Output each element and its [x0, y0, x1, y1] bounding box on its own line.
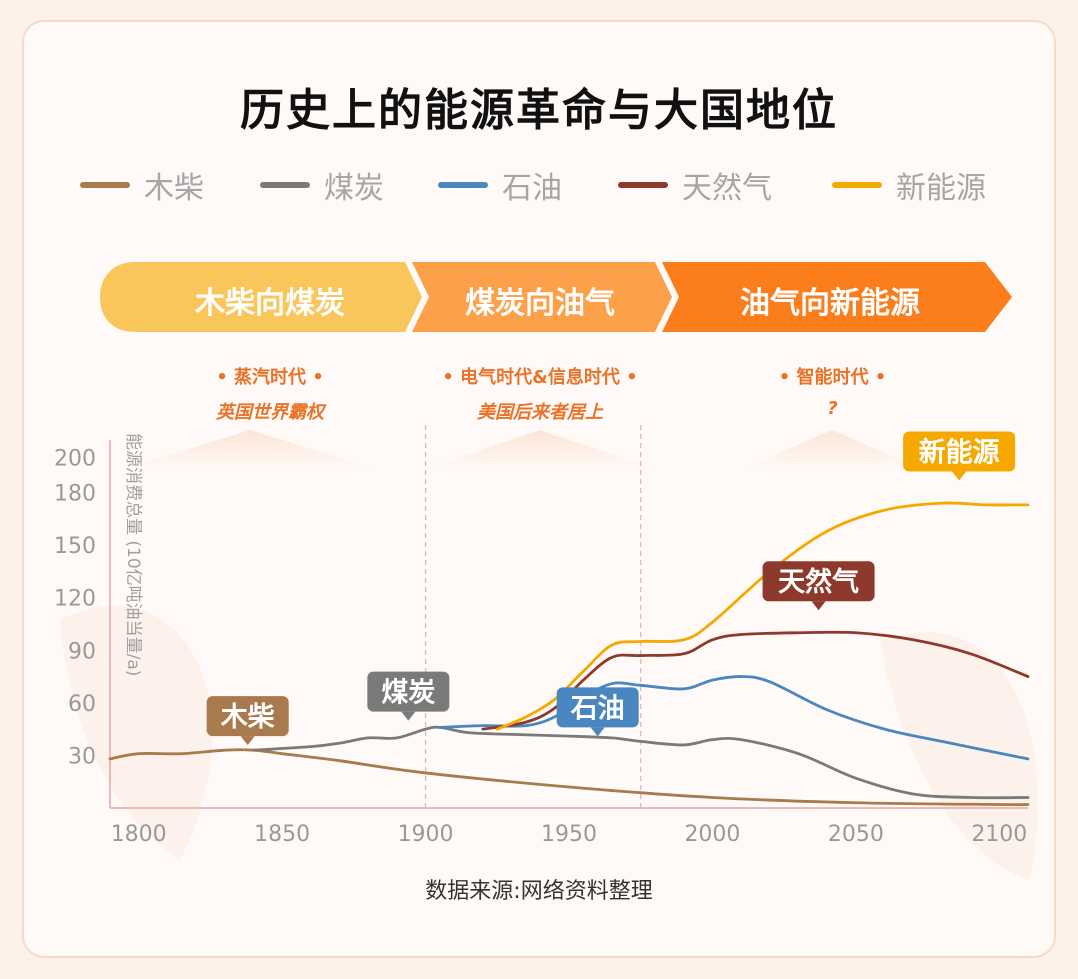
legend-label: 煤炭 [324, 171, 384, 206]
card-background [22, 20, 1056, 958]
y-tick-label: 120 [54, 587, 96, 612]
era-fan [120, 430, 380, 470]
era-note-sub: 英国世界霸权 [216, 402, 324, 423]
callout-pointer [590, 727, 605, 737]
background-decoration [60, 605, 1038, 880]
legend-item-wood: 木柴 [80, 163, 204, 207]
callout-box [367, 671, 450, 712]
legend-swatch [438, 182, 488, 188]
x-tick-label: 1850 [254, 822, 310, 847]
x-tick-label: 2100 [971, 822, 1027, 847]
y-tick-label: 180 [54, 482, 96, 507]
legend-label: 天然气 [682, 171, 772, 206]
series-callout-3: 天然气 [762, 561, 875, 611]
chart-legend: 木柴 煤炭 石油 天然气 新能源 [80, 163, 1020, 207]
era-note-sub: ? [827, 398, 838, 419]
legend-item-coal: 煤炭 [260, 163, 384, 207]
legend-item-gas: 天然气 [618, 163, 772, 207]
callout-box [903, 431, 1016, 472]
legend-item-renewable: 新能源 [832, 163, 986, 207]
legend-swatch [832, 182, 882, 188]
era-note-sub: 美国后来者居上 [477, 402, 603, 423]
era-fan [420, 430, 660, 470]
x-tick-label: 1900 [398, 822, 454, 847]
era-note-title: • 蒸汽时代 • [216, 367, 324, 388]
era-note-2: • 电气时代&信息时代 • 美国后来者居上 [420, 363, 660, 424]
y-tick-label: 30 [68, 744, 96, 769]
x-tick-label: 1950 [541, 822, 597, 847]
era-note-3: • 智能时代 • ? [740, 363, 925, 419]
era-note-title: • 电气时代&信息时代 • [442, 367, 638, 388]
callout-pointer [811, 601, 826, 611]
callout-label: 新能源 [919, 437, 1000, 469]
chart-axes: 30 60 90 120 150 180 200 1800 1850 1900 1950 2000 20… [54, 425, 1028, 847]
era-label-3: 油气向新能源 [740, 286, 920, 321]
callout-box [206, 696, 289, 737]
legend-label: 新能源 [896, 171, 986, 206]
callout-label: 煤炭 [381, 678, 435, 709]
y-axis-label: 能源消费总量 (10亿吨油当量/a) [123, 433, 143, 676]
callout-pointer [401, 711, 416, 721]
page-title: 历史上的能源革命与大国地位 [240, 85, 838, 136]
era-note-title: • 智能时代 • [778, 367, 887, 388]
callout-label: 天然气 [778, 566, 859, 598]
callout-label: 石油 [570, 693, 625, 724]
series-callout-4: 新能源 [903, 431, 1016, 481]
y-tick-label: 60 [68, 692, 96, 717]
era-arrow-1 [100, 262, 422, 332]
legend-item-oil: 石油 [438, 163, 562, 207]
callout-box [762, 561, 875, 602]
legend-swatch [260, 182, 310, 188]
y-tick-label: 150 [54, 534, 96, 559]
x-tick-label: 2050 [828, 822, 884, 847]
callout-label: 木柴 [220, 702, 276, 733]
legend-label: 木柴 [144, 171, 204, 206]
series-callout-2: 石油 [556, 687, 639, 737]
chart-callouts: 木柴 煤炭 石油 天然气 新能源 [206, 431, 1016, 746]
era-arrow-2 [412, 262, 672, 332]
era-arrow-3 [662, 262, 1012, 332]
series-callout-1: 煤炭 [367, 671, 450, 721]
era-label-1: 木柴向煤炭 [195, 286, 345, 321]
x-tick-label: 1800 [111, 822, 167, 847]
data-source: 数据来源:网络资料整理 [425, 879, 653, 904]
legend-swatch [618, 182, 668, 188]
y-tick-label: 200 [54, 447, 96, 472]
series-line-0 [108, 748, 1030, 807]
callout-pointer [952, 471, 967, 481]
era-fan [740, 430, 925, 470]
era-label-2: 煤炭向油气 [465, 286, 615, 321]
era-note-1: • 蒸汽时代 • 英国世界霸权 [160, 363, 380, 424]
legend-swatch [80, 182, 130, 188]
series-line-1 [252, 725, 1030, 800]
callout-pointer [240, 736, 255, 746]
legend-label: 石油 [502, 171, 562, 206]
y-tick-label: 90 [68, 639, 96, 664]
series-line-2 [438, 675, 1030, 761]
series-callout-0: 木柴 [206, 696, 289, 746]
callout-box [556, 687, 639, 728]
x-tick-label: 2000 [684, 822, 740, 847]
